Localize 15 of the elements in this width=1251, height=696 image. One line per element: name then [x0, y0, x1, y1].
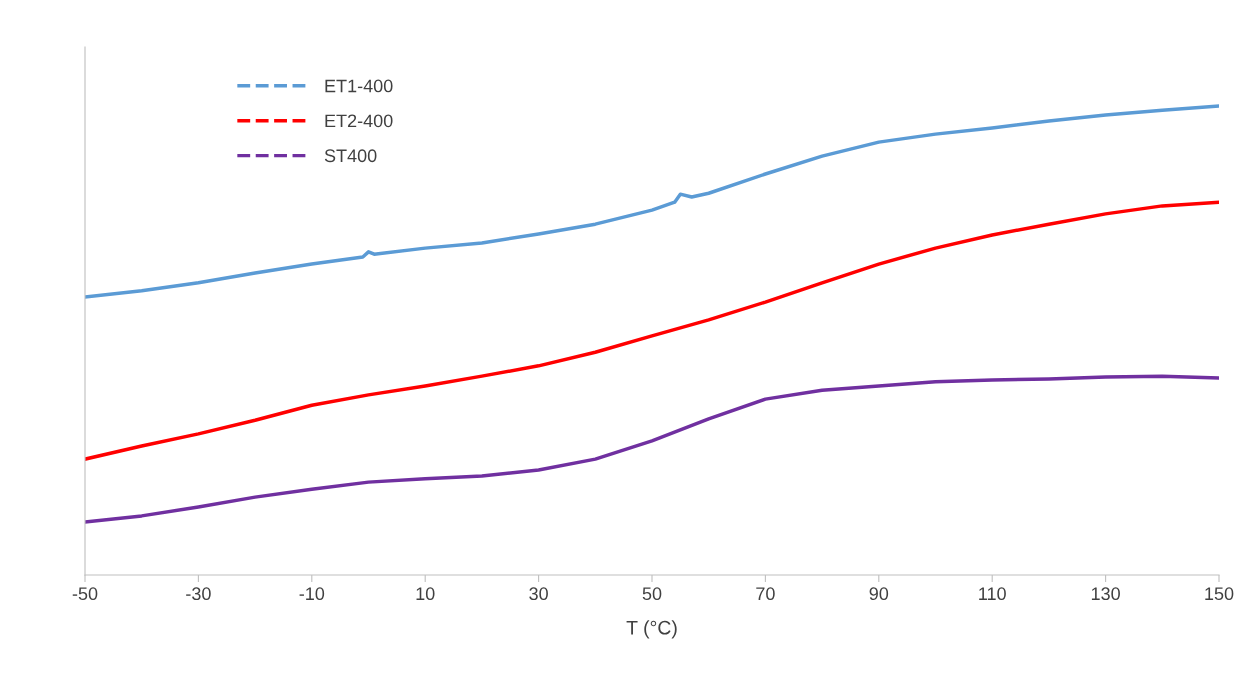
x-axis-title: T (°C): [626, 620, 677, 639]
x-tick-label: 110: [979, 587, 1006, 601]
x-tick-label: 150: [1205, 587, 1234, 601]
x-tick-label: -30: [186, 587, 211, 601]
x-tick-label: 30: [529, 587, 548, 601]
x-tick-label: 130: [1091, 587, 1120, 601]
legend-label: ET2-400: [325, 114, 393, 128]
x-tick-label: 70: [756, 587, 775, 601]
x-tick-label: 10: [416, 587, 435, 601]
legend-label: ST400: [324, 149, 377, 163]
x-tick-label: 90: [869, 587, 889, 601]
x-tick-label: -50: [72, 587, 98, 601]
x-tick-label: -10: [299, 587, 325, 601]
x-tick-label: 50: [642, 587, 662, 601]
legend-label: ET1-400: [325, 79, 393, 93]
